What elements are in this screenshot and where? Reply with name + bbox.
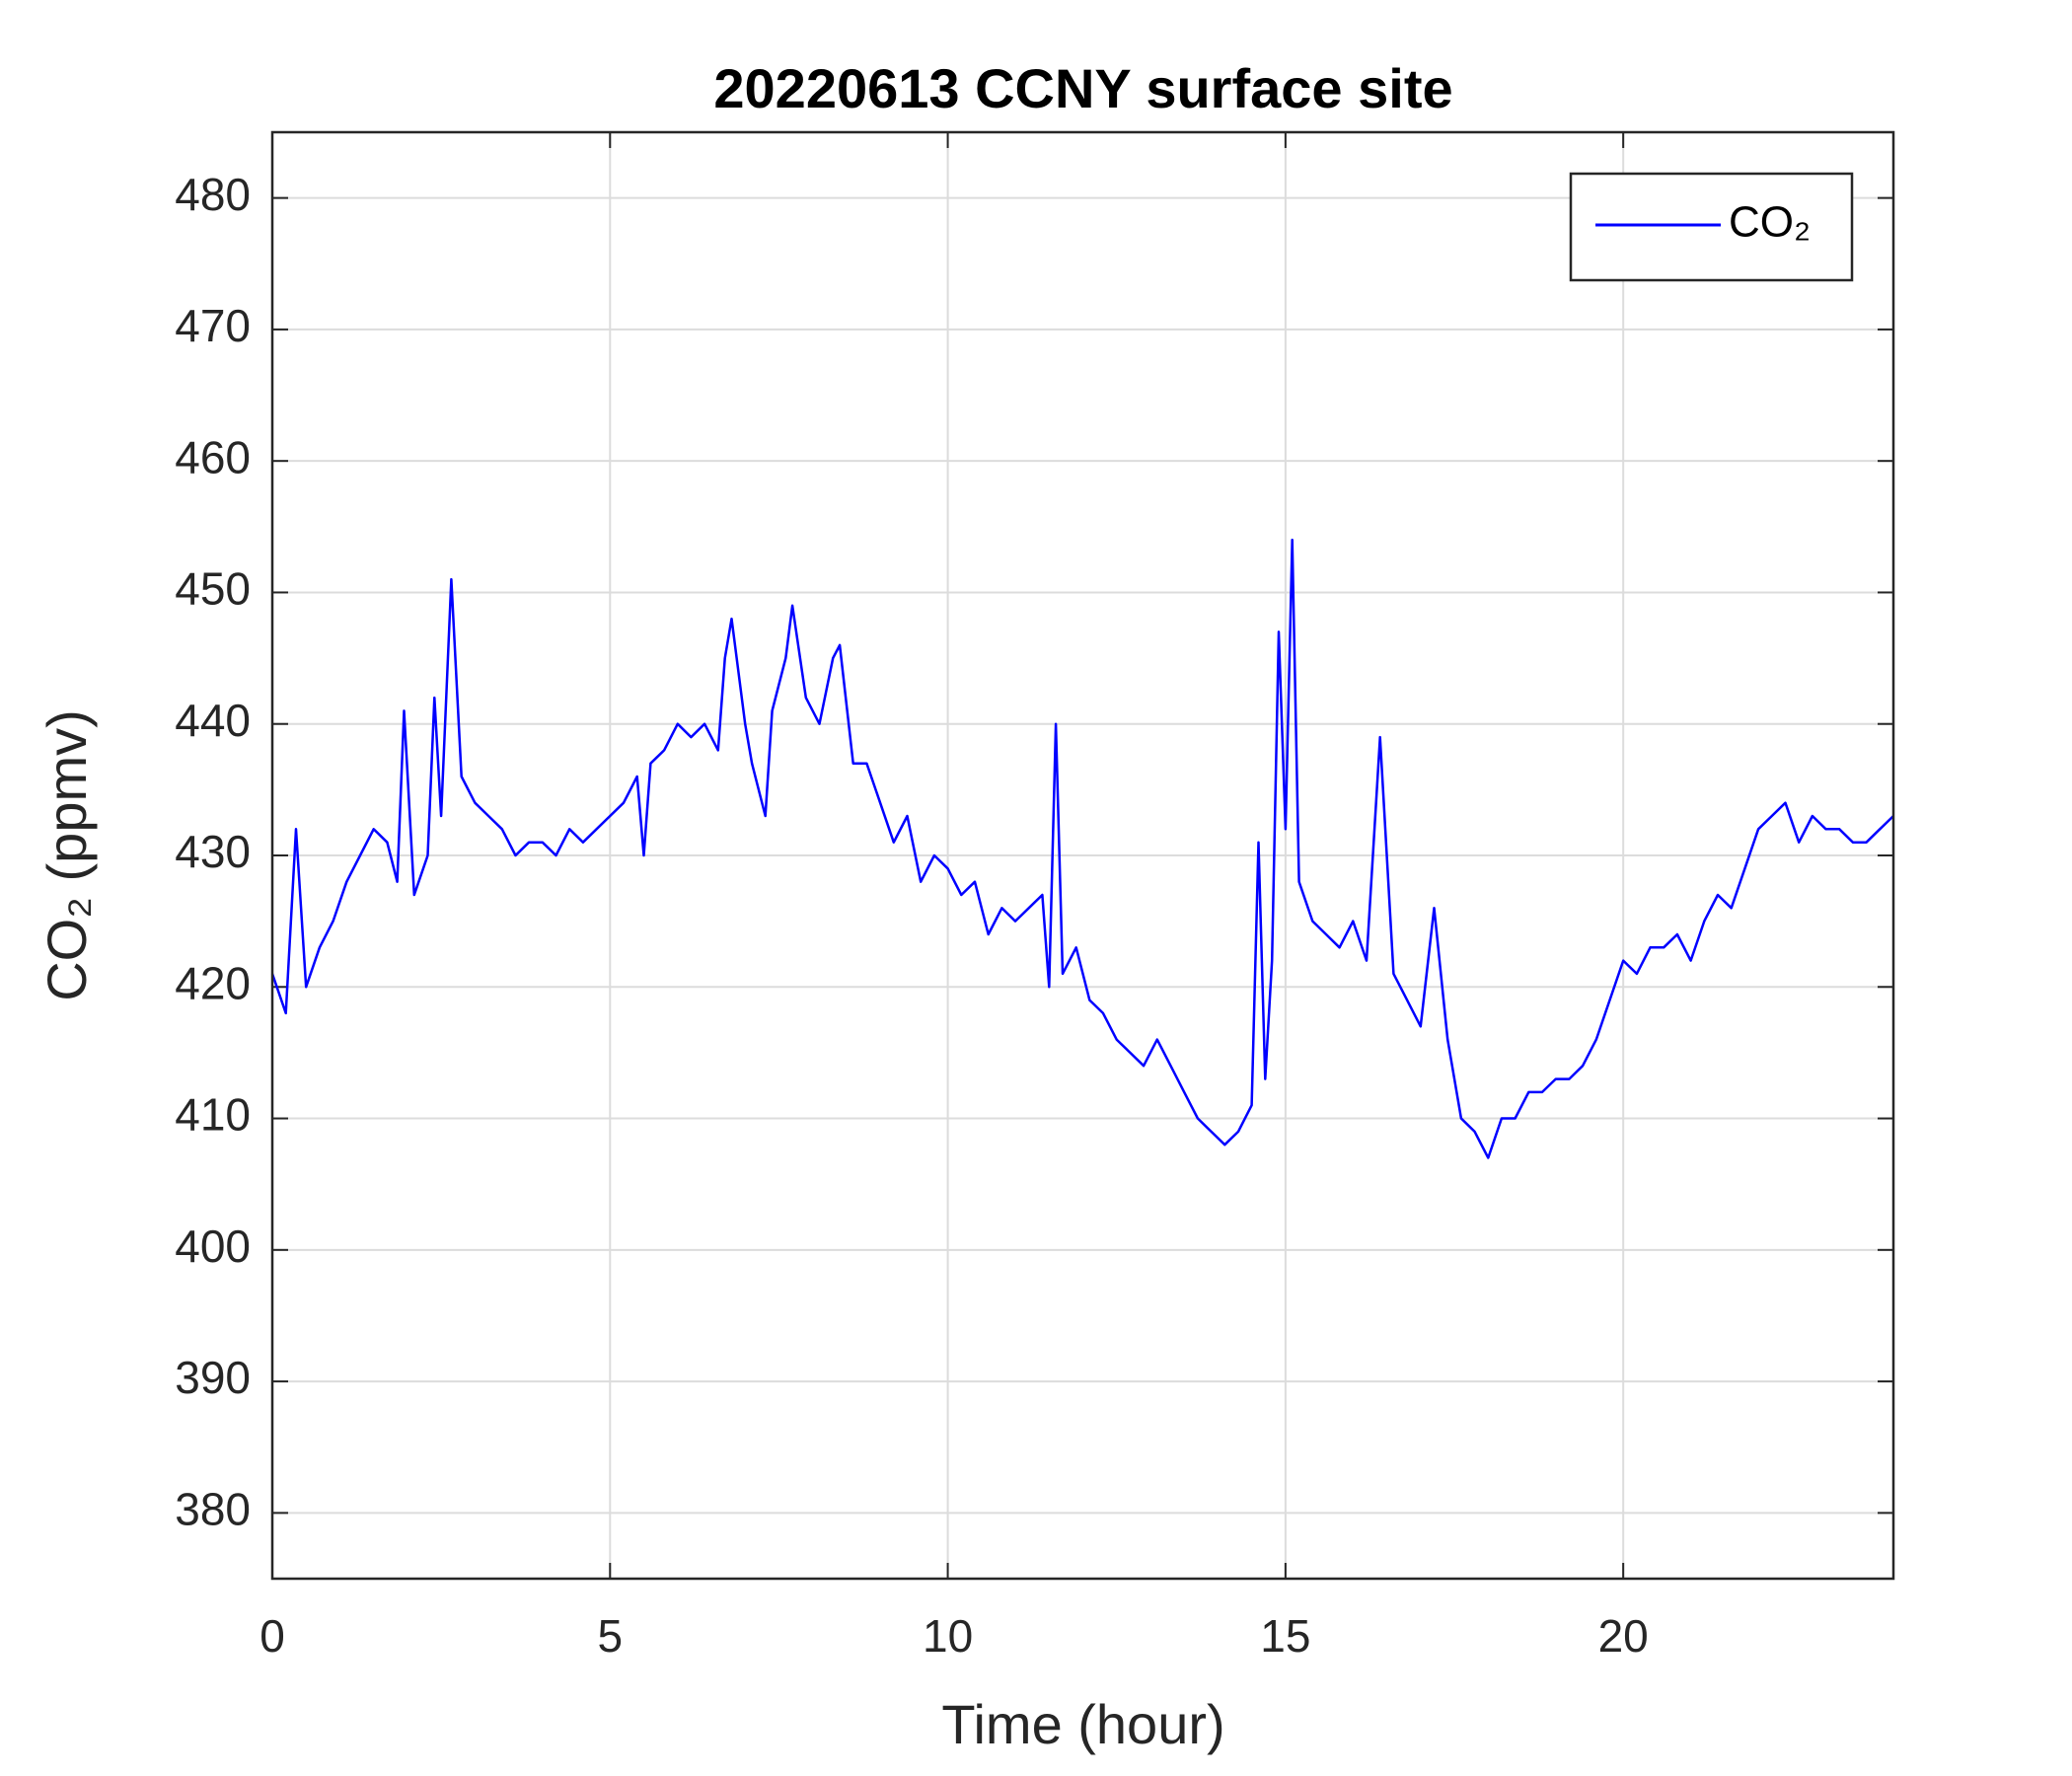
y-axis-label: CO₂ (ppmv): [36, 709, 98, 1001]
y-tick-label: 400: [175, 1221, 251, 1272]
y-tick-label: 460: [175, 431, 251, 482]
data-line: [270, 538, 1894, 1159]
y-tick-label: 380: [175, 1484, 251, 1535]
legend-label: CO₂: [1729, 198, 1811, 247]
y-tick-label: 410: [175, 1089, 251, 1141]
x-tick-label: 0: [259, 1610, 285, 1662]
x-axis-label: Time (hour): [941, 1693, 1224, 1755]
x-tick-label: 20: [1598, 1610, 1649, 1662]
y-tick-label: 440: [175, 695, 251, 746]
chart-title: 20220613 CCNY surface site: [713, 57, 1452, 119]
y-tick-label: 450: [175, 563, 251, 615]
x-tick-label: 15: [1260, 1610, 1310, 1662]
y-tick-label: 420: [175, 957, 251, 1008]
x-tick-label: 5: [597, 1610, 623, 1662]
legend-box: [1569, 172, 1854, 282]
y-tick-label: 470: [175, 300, 251, 351]
y-tick-label: 480: [175, 169, 251, 220]
y-tick-label: 430: [175, 826, 251, 877]
x-tick-label: 10: [923, 1610, 973, 1662]
y-tick-label: 390: [175, 1352, 251, 1403]
axes-frame: [270, 130, 1895, 1581]
